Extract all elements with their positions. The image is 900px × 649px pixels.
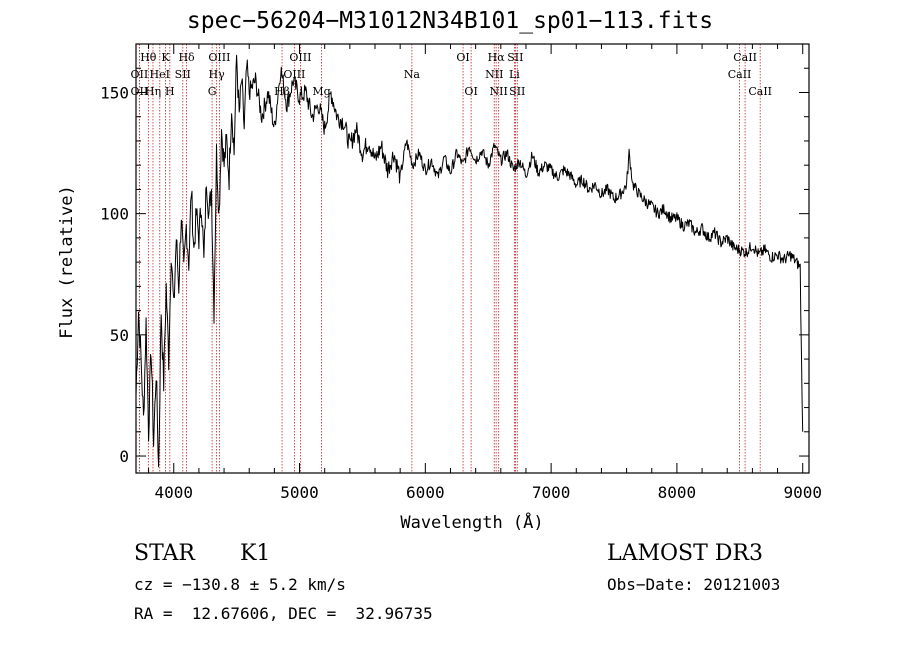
line-label-27: CaII	[748, 85, 772, 98]
line-label-10: Hη	[145, 85, 161, 98]
line-label-9: OII	[131, 85, 149, 98]
object-class: STAR	[134, 541, 195, 566]
line-label-19: Hα	[488, 51, 506, 64]
x-tick-label-8000: 8000	[658, 483, 697, 502]
ticks-layer: 4000 5000 6000 7000 8000 9000 0 50 100 150	[100, 44, 822, 502]
line-label-23: NII	[490, 85, 508, 98]
plot-frame	[135, 43, 810, 474]
y-tick-label-100: 100	[100, 205, 129, 224]
line-label-22: Li	[509, 68, 520, 81]
spectrum-layer	[135, 54, 804, 468]
line-label-7: Hγ	[209, 68, 226, 81]
line-label-15: Mg	[312, 85, 330, 98]
line-label-5: SII	[175, 68, 191, 81]
line-label-6: OIII	[208, 51, 230, 64]
line-label-2: Hδ	[178, 51, 195, 64]
line-label-17: OI	[456, 51, 469, 64]
emission-lines-layer	[138, 44, 761, 473]
x-tick-label-6000: 6000	[406, 483, 445, 502]
x-tick-label-4000: 4000	[154, 483, 193, 502]
x-tick-label-9000: 9000	[783, 483, 822, 502]
line-label-12: OIII	[289, 51, 311, 64]
line-label-18: OI	[464, 85, 477, 98]
line-label-25: CaII	[733, 51, 757, 64]
cz-value: cz = −130.8 ± 5.2 km/s	[134, 575, 346, 594]
survey-name: LAMOST DR3	[607, 541, 763, 566]
line-label-0: Hθ	[140, 51, 157, 64]
line-label-3: OII	[131, 68, 149, 81]
obs-date: Obs−Date: 20121003	[607, 575, 781, 594]
line-label-16: Na	[404, 68, 421, 81]
chart-title: spec−56204−M31012N34B101_sp01−113.fits	[186, 8, 714, 34]
line-label-24: SII	[509, 85, 525, 98]
ra-dec: RA = 12.67606, DEC = 32.96735	[134, 604, 433, 623]
line-label-8: G	[208, 85, 217, 98]
line-label-4: HeI	[150, 68, 170, 81]
line-label-14: Hβ	[274, 85, 290, 98]
x-tick-label-7000: 7000	[532, 483, 571, 502]
line-label-21: NII	[485, 68, 503, 81]
y-tick-label-150: 150	[100, 83, 129, 102]
line-label-20: SII	[507, 51, 523, 64]
x-tick-label-5000: 5000	[280, 483, 319, 502]
line-label-13: OIII	[283, 68, 305, 81]
spectrum-line	[135, 54, 804, 468]
line-label-1: K	[161, 51, 170, 64]
subclass: K1	[240, 541, 271, 566]
y-tick-label-50: 50	[110, 326, 129, 345]
line-label-26: CaII	[728, 68, 752, 81]
y-tick-label-0: 0	[119, 447, 129, 466]
x-axis-label: Wavelength (Å)	[400, 511, 543, 533]
line-label-11: H	[165, 85, 175, 98]
y-axis-label: Flux (relative)	[57, 185, 77, 339]
